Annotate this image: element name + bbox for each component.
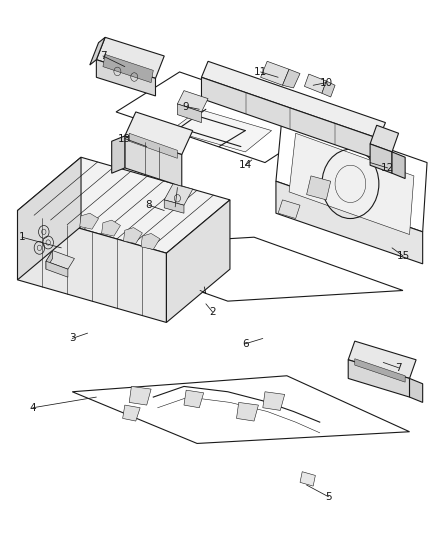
Polygon shape (370, 144, 392, 173)
Polygon shape (263, 392, 285, 410)
Polygon shape (276, 112, 427, 232)
Polygon shape (322, 81, 335, 97)
Polygon shape (166, 200, 230, 322)
Text: 9: 9 (183, 102, 190, 111)
Polygon shape (129, 386, 151, 405)
Polygon shape (125, 112, 193, 155)
Polygon shape (177, 104, 201, 123)
Polygon shape (300, 472, 315, 486)
Polygon shape (237, 402, 258, 421)
Polygon shape (18, 211, 166, 322)
Text: 11: 11 (254, 67, 267, 77)
Polygon shape (124, 228, 142, 244)
Text: 7: 7 (99, 51, 106, 61)
Text: 1: 1 (18, 232, 25, 242)
Polygon shape (141, 233, 160, 249)
Polygon shape (129, 133, 177, 158)
Polygon shape (18, 157, 81, 280)
Polygon shape (90, 37, 105, 65)
Polygon shape (116, 72, 326, 163)
Text: 4: 4 (29, 403, 36, 413)
Polygon shape (125, 136, 182, 187)
Polygon shape (18, 157, 230, 253)
Polygon shape (261, 61, 289, 85)
Polygon shape (289, 133, 414, 235)
Polygon shape (46, 251, 74, 269)
Text: 5: 5 (325, 492, 332, 502)
Polygon shape (96, 37, 164, 78)
Text: 12: 12 (381, 163, 394, 173)
Polygon shape (46, 251, 53, 269)
Polygon shape (278, 200, 300, 219)
Polygon shape (123, 405, 140, 421)
Polygon shape (276, 181, 423, 264)
Polygon shape (370, 125, 399, 152)
Polygon shape (112, 136, 125, 173)
Text: 10: 10 (320, 78, 333, 87)
Polygon shape (307, 176, 331, 200)
Polygon shape (348, 360, 410, 397)
Polygon shape (96, 60, 155, 96)
Text: 3: 3 (69, 334, 76, 343)
Polygon shape (171, 109, 272, 152)
Polygon shape (80, 213, 99, 229)
Polygon shape (304, 74, 326, 93)
Polygon shape (46, 261, 68, 277)
Text: 6: 6 (242, 339, 249, 349)
Polygon shape (77, 237, 403, 301)
Polygon shape (201, 77, 379, 160)
Text: 14: 14 (239, 160, 252, 170)
Polygon shape (103, 54, 153, 83)
Polygon shape (283, 69, 300, 88)
Polygon shape (410, 378, 423, 402)
Polygon shape (392, 152, 405, 179)
Polygon shape (348, 341, 416, 378)
Polygon shape (72, 376, 410, 443)
Polygon shape (184, 390, 204, 408)
Text: 15: 15 (396, 251, 410, 261)
Polygon shape (164, 200, 184, 213)
Text: 8: 8 (145, 200, 152, 210)
Polygon shape (201, 61, 385, 139)
Polygon shape (102, 220, 120, 236)
Polygon shape (177, 91, 208, 112)
Text: 13: 13 (118, 134, 131, 143)
Text: 7: 7 (395, 363, 402, 373)
Text: 2: 2 (209, 307, 216, 317)
Polygon shape (355, 359, 405, 382)
Polygon shape (164, 184, 193, 205)
